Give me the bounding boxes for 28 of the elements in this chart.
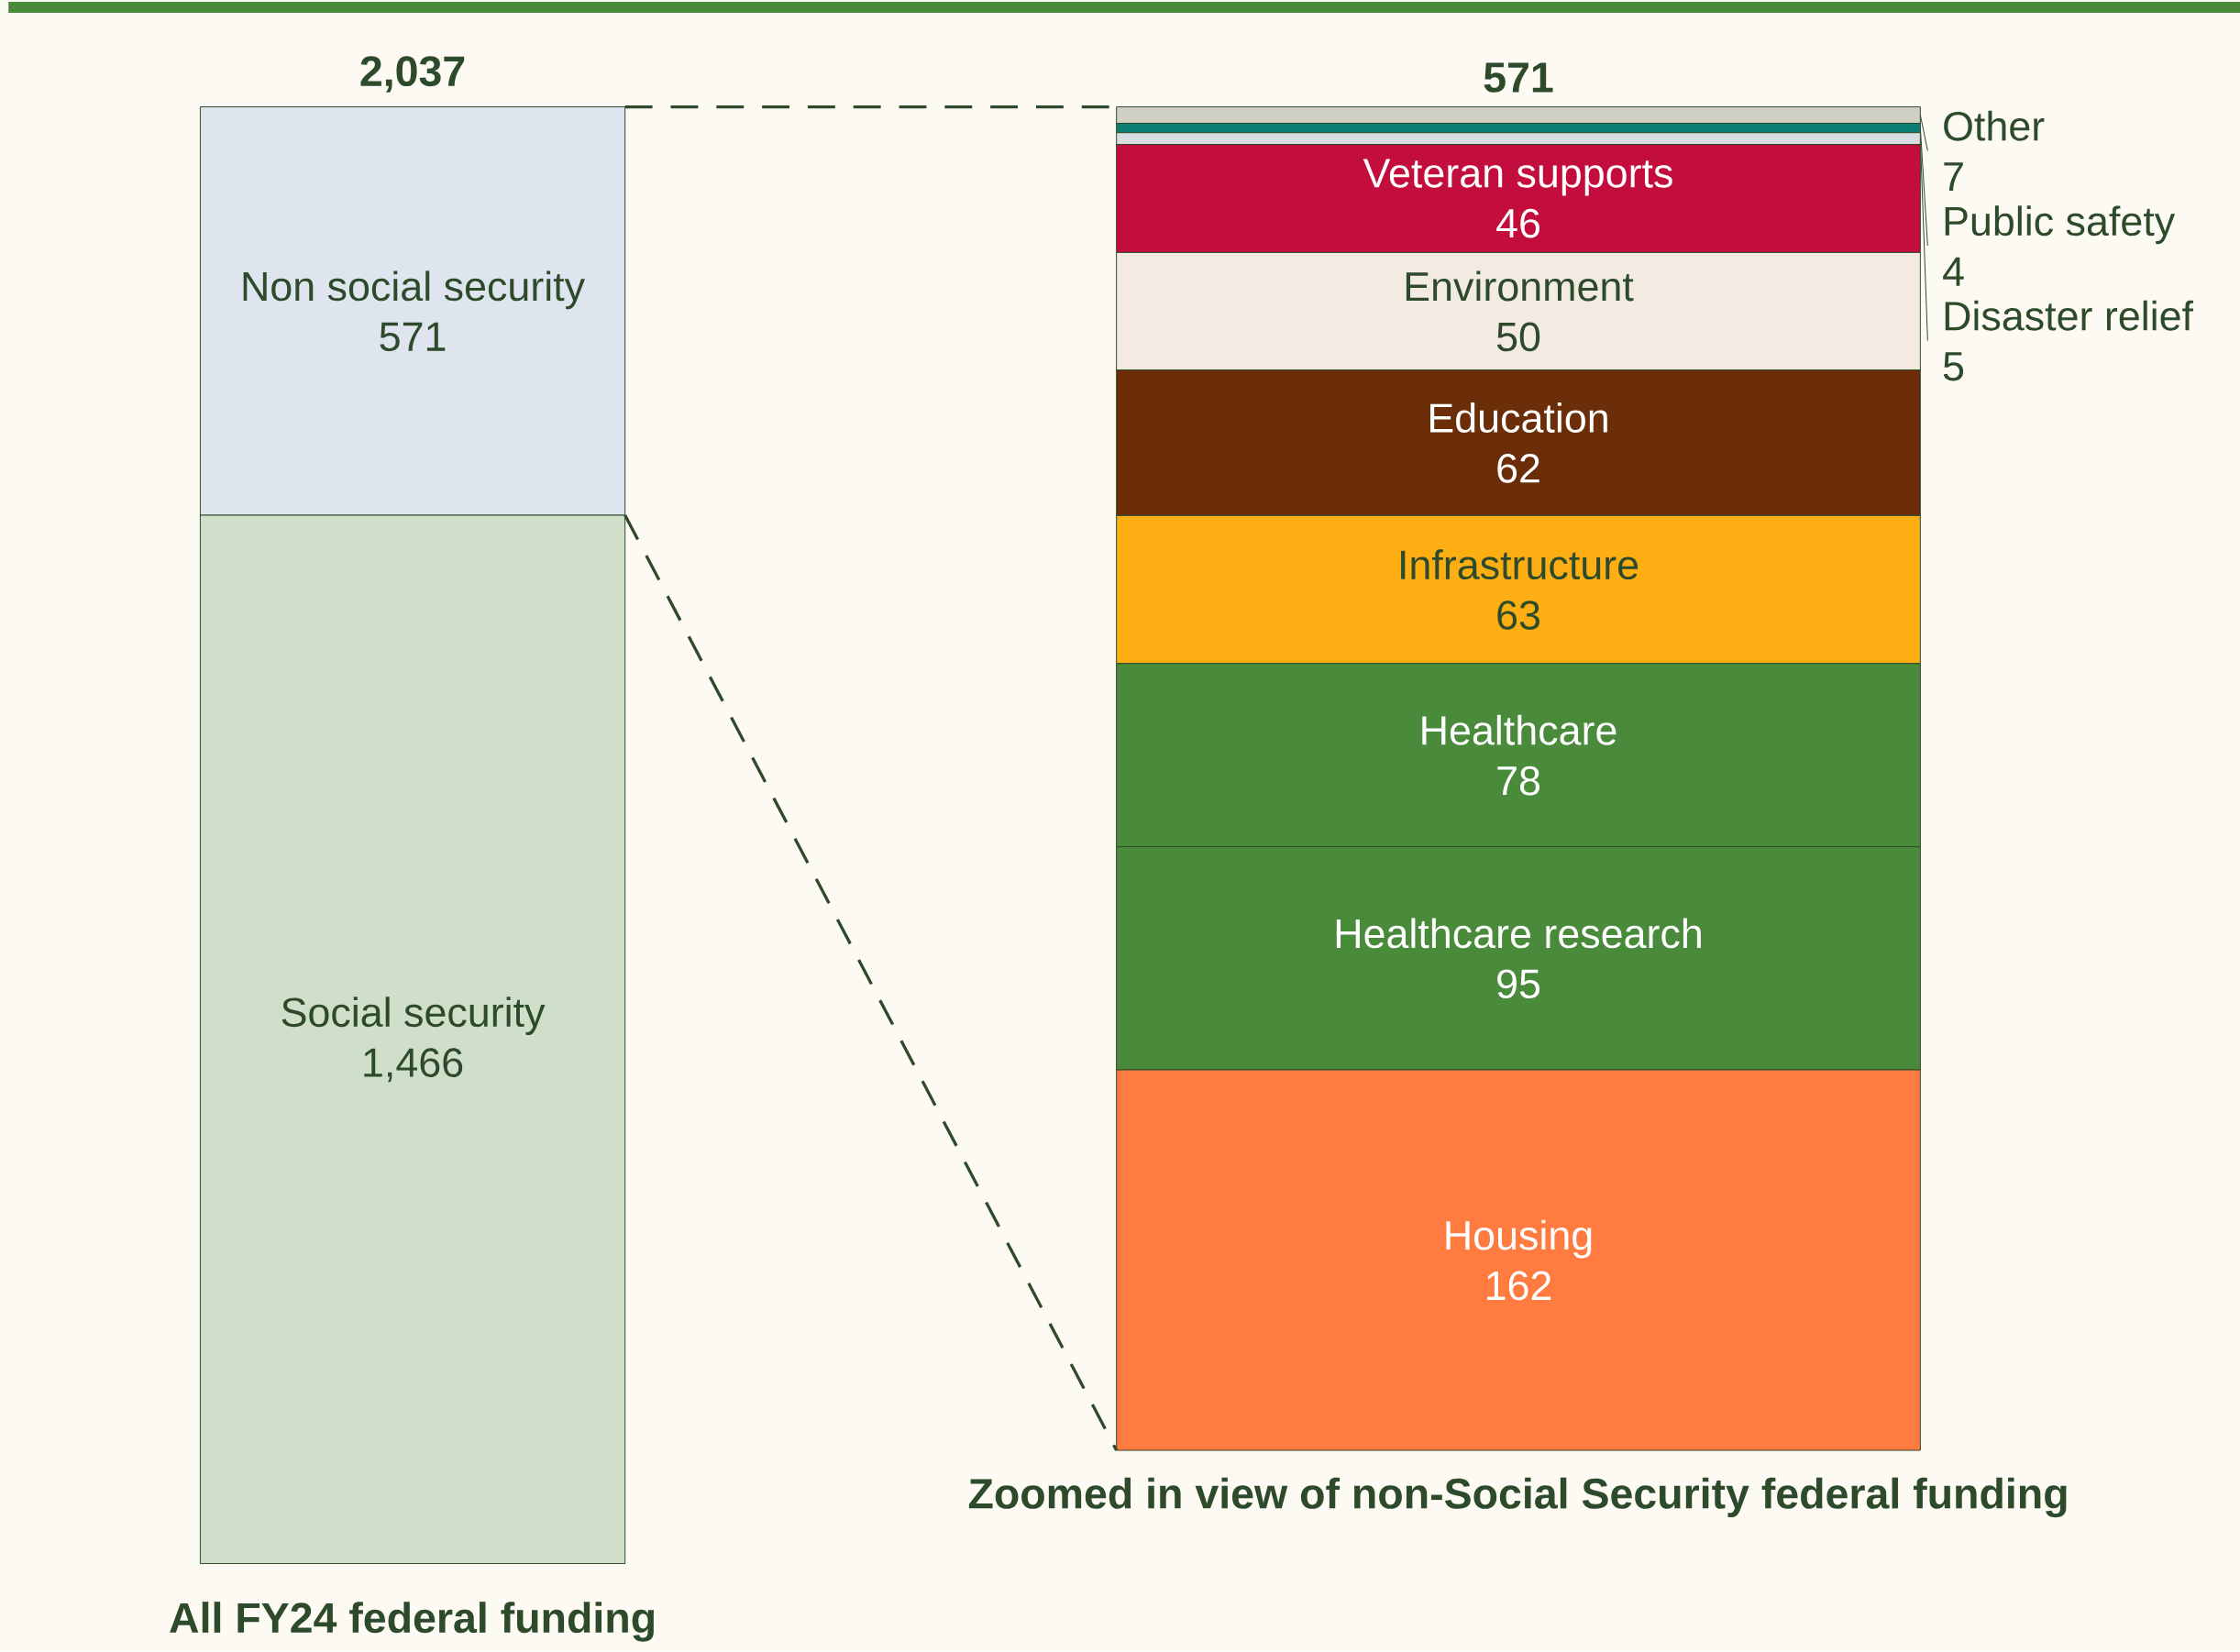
x-axis-title: Zoomed in view of non-Social Security federal funding [968, 1477, 2067, 1518]
data-label: 46 [1496, 208, 1539, 238]
x-axis-title: All FY24 federal funding [170, 1602, 655, 1642]
data-label: 4 [1943, 257, 1964, 286]
data-label: 5 [1943, 352, 1964, 381]
data-label: 7 [1944, 162, 1963, 192]
series-label: Non social security [243, 270, 585, 310]
data-label: 63 [1497, 600, 1539, 630]
series-label: Housing [1446, 1219, 1592, 1259]
series-label: Education [1430, 402, 1607, 434]
total-label: 2,037 [360, 56, 465, 93]
series-label: Infrastructure [1401, 549, 1639, 580]
series-label: Healthcare [1422, 714, 1617, 745]
series-label: Other [1944, 110, 2045, 141]
data-label: 62 [1497, 454, 1539, 483]
series-label: Public safety [1945, 205, 2176, 245]
series-label: Veteran supports [1363, 159, 1672, 196]
text: Disaster relief [1945, 300, 2194, 331]
data-label: 95 [1497, 969, 1540, 999]
data-label: 78 [1497, 765, 1539, 796]
data-label: 162 [1487, 1271, 1551, 1301]
series-label: Social security [281, 997, 546, 1036]
data-label: 50 [1496, 322, 1540, 352]
data-label: 1,466 [364, 1048, 463, 1083]
series-label: Healthcare research [1336, 918, 1701, 949]
data-label: 571 [380, 322, 446, 352]
series-label: Environment [1406, 270, 1634, 302]
total-label: 571 [1484, 62, 1553, 93]
